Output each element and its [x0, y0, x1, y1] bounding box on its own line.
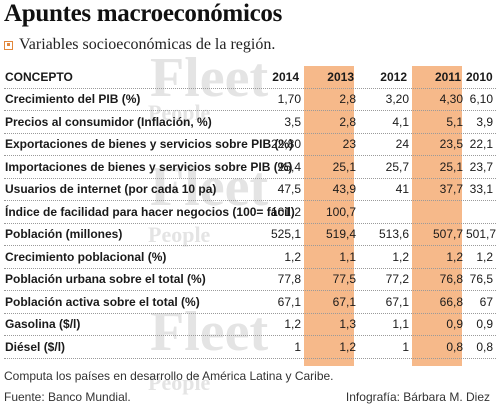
table-cell: 3,20 — [385, 92, 409, 107]
table-cell: 1,2 — [284, 249, 301, 264]
column-header-2014: 2014 — [272, 69, 299, 84]
table-row: Crecimiento del PIB (%) 1,70 2,8 3,20 4,30 6,… — [4, 89, 496, 111]
table-cell: 25,1 — [332, 159, 356, 174]
table-cell: 1,1 — [392, 317, 409, 332]
table-cell: 0,8 — [446, 339, 463, 354]
table-cell: 4,1 — [392, 114, 409, 129]
table-cell: 1,2 — [339, 339, 356, 354]
table-cell: 1 — [294, 339, 301, 354]
table-row: Gasolina ($/l) 1,2 1,3 1,1 0,9 0,9 — [4, 314, 496, 336]
column-header-concept: CONCEPTO — [5, 69, 73, 84]
footnote: Computa los países en desarrollo de Amér… — [4, 369, 334, 383]
table-cell: 100,7 — [325, 204, 356, 219]
table-cell: 23,7 — [469, 159, 493, 174]
row-concept-label: Gasolina ($/l) — [5, 317, 81, 332]
table-row: Exportaciones de bienes y servicios sobr… — [4, 134, 496, 156]
table-cell: 4,30 — [439, 92, 463, 107]
table-cell: 0,8 — [476, 339, 493, 354]
table-row: Crecimiento poblacional (%) 1,2 1,1 1,2 1,2 1… — [4, 246, 496, 269]
row-concept-label: Exportaciones de bienes y servicios sobr… — [5, 137, 294, 152]
row-concept-label: Índice de facilidad para hacer negocios … — [5, 204, 295, 219]
column-header-2012: 2012 — [380, 69, 407, 84]
table-cell: 23,5 — [439, 137, 463, 152]
table-cell: 77,5 — [332, 272, 356, 287]
subtitle: Variables socioeconómicas de la región. — [4, 36, 275, 54]
highlight-column-2011 — [412, 66, 462, 366]
row-concept-label: Población activa sobre el total (%) — [5, 294, 200, 309]
table-cell: 76,5 — [469, 272, 493, 287]
table-row: Diésel ($/l) 1 1,2 1 0,8 0,8 — [4, 336, 496, 359]
data-table: CONCEPTO 2014 2013 2012 2011 2010 Crecim… — [4, 66, 496, 359]
table-cell: 77,2 — [385, 272, 409, 287]
table-cell: 1,2 — [476, 249, 493, 264]
table-cell: 1,2 — [392, 249, 409, 264]
table-cell: 25,7 — [385, 159, 409, 174]
column-header-2010: 2010 — [466, 69, 493, 84]
table-cell: 3,5 — [284, 114, 301, 129]
row-concept-label: Diésel ($/l) — [5, 339, 66, 354]
table-cell: 0,9 — [476, 317, 493, 332]
row-concept-label: Población urbana sobre el total (%) — [5, 272, 206, 287]
table-row: Población activa sobre el total (%) 67,1 6… — [4, 291, 496, 314]
table-body: Crecimiento del PIB (%) 1,70 2,8 3,20 4,30 6,… — [4, 89, 496, 359]
table-cell: 525,1 — [270, 227, 301, 242]
table-cell: 33,1 — [469, 182, 493, 197]
table-cell: 1,2 — [446, 249, 463, 264]
table-cell: 43,9 — [332, 182, 356, 197]
table-cell: 66,8 — [439, 294, 463, 309]
table-cell: 1,2 — [284, 317, 301, 332]
table-row: Población (millones) 525,1 519,4 513,6 507,7… — [4, 224, 497, 246]
table-cell: 101,2 — [270, 204, 301, 219]
table-cell: 507,7 — [432, 227, 463, 242]
table-cell: 25,1 — [439, 159, 463, 174]
table-cell: 519,4 — [325, 227, 356, 242]
row-concept-label: Importaciones de bienes y servicios sobr… — [5, 159, 293, 174]
highlight-column-2013 — [304, 66, 354, 366]
table-header-row: CONCEPTO 2014 2013 2012 2011 2010 — [4, 66, 496, 89]
page-title: Apuntes macroeconómicos — [4, 0, 283, 27]
table-row: Índice de facilidad para hacer negocios … — [4, 201, 496, 224]
subtitle-text: Variables socioeconómicas de la región. — [19, 36, 276, 53]
table-cell: 5,1 — [446, 114, 463, 129]
credit-text: Infografía: Bárbara M. Diez — [345, 390, 490, 404]
table-cell: 1,70 — [277, 92, 301, 107]
table-cell: 3,9 — [476, 114, 493, 129]
table-cell: 23 — [342, 137, 356, 152]
table-cell: 1,3 — [339, 317, 356, 332]
table-cell: 37,7 — [439, 182, 463, 197]
table-cell: 2,8 — [339, 114, 356, 129]
table-cell: 76,8 — [439, 272, 463, 287]
table-row: Usuarios de internet (por cada 10 pa) 47,… — [4, 179, 496, 201]
table-cell: 47,5 — [277, 182, 301, 197]
table-cell: 25,4 — [277, 159, 301, 174]
table-cell: 67,1 — [332, 294, 356, 309]
table-cell: 22,80 — [270, 137, 301, 152]
table-row: Población urbana sobre el total (%) 77,8 7… — [4, 269, 496, 291]
table-cell: 0,9 — [446, 317, 463, 332]
table-cell: 67,1 — [277, 294, 301, 309]
table-row: Importaciones de bienes y servicios sobr… — [4, 156, 496, 179]
column-header-2013: 2013 — [327, 69, 354, 84]
row-concept-label: Usuarios de internet (por cada 10 pa) — [5, 182, 217, 197]
source-text: Fuente: Banco Mundial. — [4, 390, 131, 404]
column-header-2011: 2011 — [434, 69, 461, 84]
table-cell: 41 — [395, 182, 409, 197]
table-cell: 77,8 — [277, 272, 301, 287]
table-row: Precios al consumidor (Inflación, %) 3,5 2… — [4, 111, 496, 134]
square-bullet-icon — [4, 40, 13, 50]
table-cell: 67 — [479, 294, 493, 309]
table-cell: 1 — [402, 339, 409, 354]
row-concept-label: Crecimiento poblacional (%) — [5, 249, 167, 264]
table-cell: 513,6 — [378, 227, 409, 242]
table-cell: 24 — [395, 137, 409, 152]
row-concept-label: Precios al consumidor (Inflación, %) — [5, 114, 212, 129]
table-cell: 67,1 — [385, 294, 409, 309]
row-concept-label: Población (millones) — [5, 227, 123, 242]
row-concept-label: Crecimiento del PIB (%) — [5, 92, 141, 107]
table-cell: 6,10 — [469, 92, 493, 107]
table-cell: 1,1 — [339, 249, 356, 264]
table-cell: 22,1 — [469, 137, 493, 152]
table-cell: 2,8 — [339, 92, 356, 107]
table-cell: 501,7 — [466, 227, 497, 242]
